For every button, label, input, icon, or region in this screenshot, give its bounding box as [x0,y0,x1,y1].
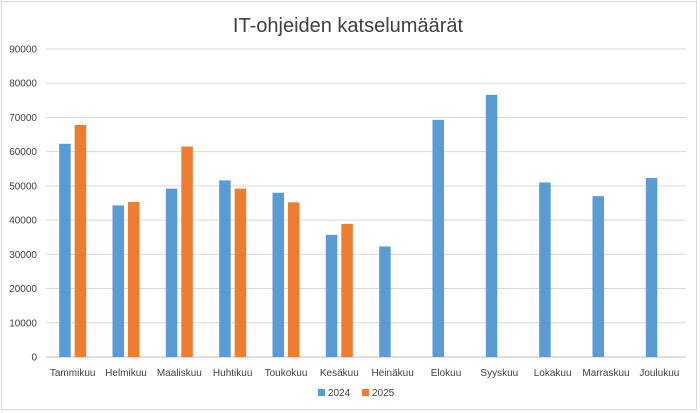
bar-2024-Marraskuu [592,196,604,357]
bar-2024-Kesäkuu [325,234,338,357]
bar-2024-Heinäkuu [379,246,391,357]
x-tick-label: Huhtikuu [213,368,252,379]
bar-2024-Lokakuu [539,182,551,357]
bar-2024-Toukokuu [272,192,284,357]
legend-swatch-2024 [318,389,325,396]
bar-2025-Maaliskuu [181,146,193,357]
legend: 2024 2025 [318,388,395,399]
legend-label: 2024 [328,388,351,399]
y-tick-label: 40000 [9,216,37,227]
x-axis-ticks: Tammikuu Helmikuu Maaliskuu Huhtikuu Toukoku… [50,368,679,379]
bar-2024-Joulukuu [645,178,658,357]
y-tick-label: 90000 [9,45,37,56]
bar-2025-Huhtikuu [234,188,247,357]
chart-title: IT-ohjeiden katselumäärät [233,15,464,37]
y-tick-label: 50000 [9,181,37,192]
x-tick-label: Lokakuu [534,368,572,379]
bars [59,94,658,358]
y-tick-label: 10000 [9,318,37,329]
x-tick-label: Marraskuu [582,368,629,379]
bar-2024-Elokuu [432,119,444,357]
x-tick-label: Helmikuu [105,368,147,379]
y-tick-label: 0 [31,353,37,364]
legend-label: 2025 [372,388,395,399]
y-tick-label: 80000 [9,79,37,90]
x-tick-label: Kesäkuu [320,368,359,379]
x-tick-label: Tammikuu [50,368,96,379]
y-tick-label: 30000 [9,250,37,261]
gridlines [46,48,686,358]
x-tick-label: Joulukuu [639,368,679,379]
bar-2025-Toukokuu [288,202,300,357]
x-tick-label: Elokuu [431,368,462,379]
y-tick-label: 20000 [9,284,37,295]
bar-2024-Helmikuu [112,205,124,357]
y-tick-label: 70000 [9,113,37,124]
x-tick-label: Toukokuu [265,368,308,379]
x-tick-label: Syyskuu [480,368,518,379]
y-axis-ticks: 0 10000 20000 30000 40000 50000 60000 70000 8000… [9,45,37,364]
x-tick-label: Maaliskuu [157,368,202,379]
y-tick-label: 60000 [9,147,37,158]
bar-2025-Kesäkuu [341,223,353,357]
bar-2024-Syyskuu [485,94,498,357]
bar-2025-Helmikuu [128,201,140,357]
bar-2024-Maaliskuu [165,188,178,357]
legend-swatch-2025 [362,389,369,396]
bar-2024-Tammikuu [59,143,71,357]
bar-2024-Huhtikuu [219,180,231,357]
x-tick-label: Heinäkuu [372,368,414,379]
bar-2025-Tammikuu [74,124,87,358]
